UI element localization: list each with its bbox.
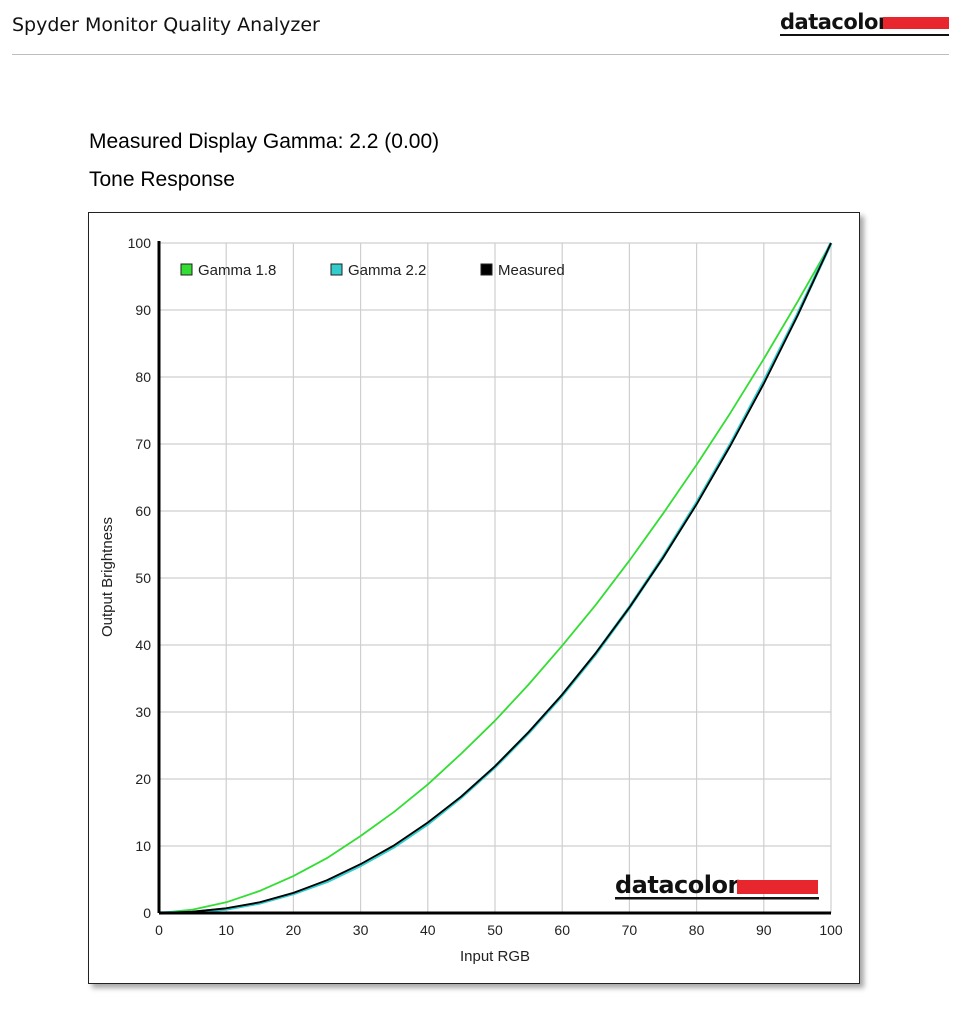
x-tick-labels: 0 10 20 30 40 50 60 70 80 90 100 xyxy=(155,922,843,938)
tone-response-chart: 0 10 20 30 40 50 60 70 80 90 100 0 10 20 30 40 50 60 70 80… xyxy=(88,212,860,984)
y-tick-label: 100 xyxy=(128,235,152,251)
x-tick-label: 0 xyxy=(155,922,163,938)
legend-label-measured: Measured xyxy=(498,262,565,279)
app-header: Spyder Monitor Quality Analyzer datacolo… xyxy=(0,0,962,56)
x-tick-label: 10 xyxy=(218,922,234,938)
chart-canvas: 0 10 20 30 40 50 60 70 80 90 100 0 10 20 30 40 50 60 70 80… xyxy=(99,235,843,965)
brand-underline xyxy=(780,34,949,36)
legend-swatch-gamma-2-2 xyxy=(330,263,343,276)
x-tick-label: 50 xyxy=(487,922,503,938)
series-line-gamma-1-8 xyxy=(158,242,832,914)
app-title: Spyder Monitor Quality Analyzer xyxy=(12,14,320,36)
y-tick-label: 10 xyxy=(135,838,151,854)
grid-layer xyxy=(159,242,832,913)
brand-wordmark: datacolor xyxy=(780,10,888,34)
x-tick-label: 60 xyxy=(554,922,570,938)
watermark-underline xyxy=(615,897,819,900)
x-tick-label: 40 xyxy=(420,922,436,938)
y-tick-label: 30 xyxy=(135,704,151,720)
legend-label-gamma-1-8: Gamma 1.8 xyxy=(198,262,276,279)
x-tick-label: 90 xyxy=(756,922,772,938)
watermark-red-bar xyxy=(737,880,818,894)
y-tick-label: 40 xyxy=(135,637,151,653)
legend-label-gamma-2-2: Gamma 2.2 xyxy=(348,262,426,279)
x-tick-label: 80 xyxy=(689,922,705,938)
brand-red-bar xyxy=(883,17,949,29)
y-tick-label: 60 xyxy=(135,503,151,519)
measured-gamma-label: Measured Display Gamma: 2.2 (0.00) xyxy=(89,130,440,153)
y-tick-label: 20 xyxy=(135,771,151,787)
series-layer xyxy=(158,242,833,915)
x-axis-label: Input RGB xyxy=(460,948,530,965)
y-tick-label: 70 xyxy=(135,436,151,452)
y-tick-label: 50 xyxy=(135,570,151,586)
section-title: Tone Response xyxy=(89,168,235,191)
chart-legend: Gamma 1.8 Gamma 2.2 Measured xyxy=(180,262,565,279)
watermark-wordmark: datacolor xyxy=(615,871,739,899)
x-tick-label: 70 xyxy=(622,922,638,938)
y-tick-label: 0 xyxy=(143,905,151,921)
y-tick-labels: 0 10 20 30 40 50 60 70 80 90 100 xyxy=(128,235,152,921)
x-tick-label: 20 xyxy=(286,922,302,938)
axes-layer xyxy=(157,241,831,915)
x-tick-label: 100 xyxy=(819,922,843,938)
chart-watermark: datacolor xyxy=(615,871,819,900)
x-tick-label: 30 xyxy=(353,922,369,938)
y-tick-label: 90 xyxy=(135,302,151,318)
legend-swatch-measured xyxy=(480,263,493,276)
legend-swatch-gamma-1-8 xyxy=(180,263,193,276)
y-axis-label: Output Brightness xyxy=(99,517,116,637)
series-line-measured xyxy=(158,242,832,914)
header-divider xyxy=(12,54,949,55)
datacolor-logo: datacolor xyxy=(780,10,952,36)
y-tick-label: 80 xyxy=(135,369,151,385)
